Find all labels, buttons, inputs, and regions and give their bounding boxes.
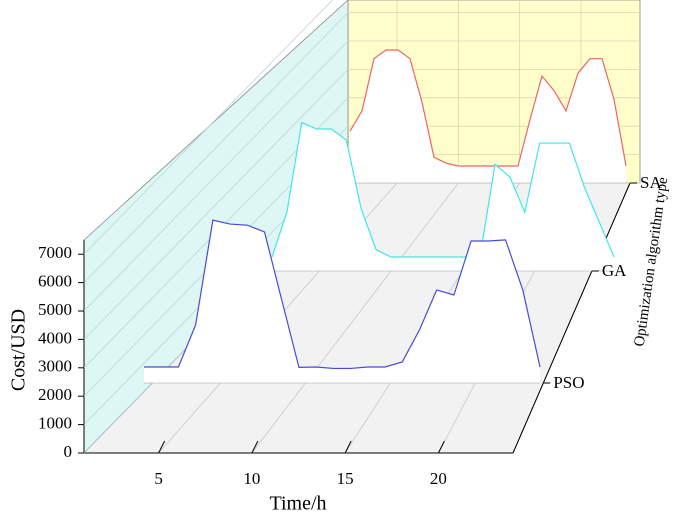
series-fill bbox=[272, 122, 614, 271]
depth-axis bbox=[512, 182, 631, 454]
series-fill bbox=[144, 220, 540, 383]
floor-grid-line bbox=[251, 182, 459, 454]
y-tick-label: 5000 bbox=[38, 300, 72, 319]
x-tick bbox=[437, 440, 445, 454]
series-line bbox=[144, 219, 541, 370]
y-tick-label: 1000 bbox=[38, 414, 72, 433]
side-grid-line bbox=[83, 40, 349, 312]
x-axis-title: Time/h bbox=[269, 493, 326, 515]
side-grid-line bbox=[83, 69, 349, 340]
series-line bbox=[349, 49, 627, 167]
series-line bbox=[271, 121, 615, 258]
y-tick-label: 3000 bbox=[38, 357, 72, 376]
x-tick-label: 15 bbox=[337, 469, 354, 488]
series-label: PSO bbox=[553, 373, 584, 392]
y-tick-label: 6000 bbox=[38, 272, 72, 291]
side-grid-line bbox=[83, 0, 334, 255]
x-tick-label: 20 bbox=[430, 469, 447, 488]
y-tick-label: 4000 bbox=[38, 328, 72, 347]
side-grid-line bbox=[83, 12, 349, 283]
series-label: SA bbox=[640, 173, 662, 192]
x-tick bbox=[344, 440, 352, 454]
x-tick-label: 5 bbox=[154, 469, 163, 488]
x-tick-label: 10 bbox=[243, 469, 260, 488]
series-label: GA bbox=[602, 261, 627, 280]
y-tick-label: 2000 bbox=[38, 385, 72, 404]
y-tick-label: 0 bbox=[64, 442, 73, 461]
depth-axis-title: Optimization algorithm type bbox=[632, 176, 672, 348]
x-tick bbox=[251, 440, 259, 454]
x-tick bbox=[158, 440, 166, 454]
y-tick-label: 7000 bbox=[38, 243, 72, 262]
y-axis-title: Cost/USD bbox=[8, 309, 30, 391]
